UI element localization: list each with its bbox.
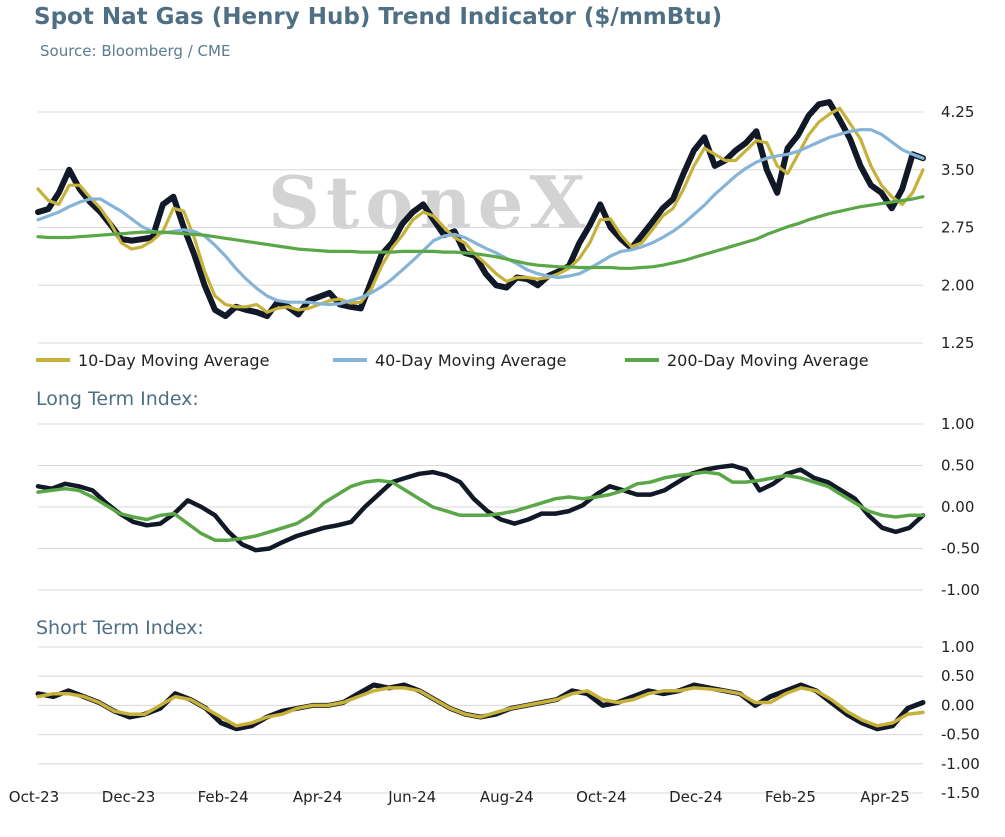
x-tick-label: Dec-24 (669, 788, 723, 806)
legend: 10-Day Moving Average 40-Day Moving Avera… (36, 351, 869, 370)
chart-title: Spot Nat Gas (Henry Hub) Trend Indicator… (34, 4, 723, 30)
y-tick-label: 2.75 (941, 219, 974, 237)
x-tick-label: Apr-24 (293, 788, 343, 806)
series-line (36, 106, 925, 314)
x-tick-label: Oct-24 (576, 788, 626, 806)
legend-label: 200-Day Moving Average (667, 351, 869, 370)
y-tick-label: 2.00 (941, 276, 974, 294)
y-tick-label: -0.50 (941, 726, 980, 744)
legend-label: 40-Day Moving Average (375, 351, 566, 370)
y-tick-label: 4.25 (941, 103, 974, 121)
stonex-watermark: StoneX (268, 160, 591, 245)
x-tick-label: Feb-24 (198, 788, 249, 806)
y-tick-label: -0.50 (941, 540, 980, 558)
short-term-index-title: Short Term Index: (36, 617, 204, 639)
series-line (36, 470, 925, 542)
x-tick-label: Aug-24 (480, 788, 534, 806)
series-line (36, 195, 925, 270)
y-axis-ticks: 4.25 3.50 2.75 2.00 1.25 1.00 0.50 0.00 -0.50 -1.… (941, 103, 980, 802)
legend-label: 10-Day Moving Average (78, 351, 269, 370)
chart-source: Source: Bloomberg / CME (40, 42, 231, 60)
y-tick-label: -1.50 (941, 784, 980, 802)
x-tick-label: Feb-25 (765, 788, 816, 806)
y-tick-label: 0.00 (941, 498, 974, 516)
x-tick-label: Oct-23 (9, 788, 59, 806)
series-line (36, 128, 925, 307)
y-tick-label: 1.00 (941, 638, 974, 656)
series-line (36, 686, 925, 728)
y-tick-label: 1.00 (941, 415, 974, 433)
y-tick-label: 3.50 (941, 161, 974, 179)
y-tick-label: 0.50 (941, 667, 974, 685)
x-axis-ticks: Oct-23 Dec-23 Feb-24 Apr-24 Jun-24 Aug-24 Oct-… (9, 788, 910, 806)
x-tick-label: Dec-23 (102, 788, 156, 806)
series-layer (35, 99, 926, 732)
long-term-index-title: Long Term Index: (36, 388, 199, 410)
y-tick-label: 0.00 (941, 696, 974, 714)
y-tick-label: -1.00 (941, 581, 980, 599)
x-tick-label: Jun-24 (387, 788, 436, 806)
series-line (35, 99, 926, 320)
x-tick-label: Apr-25 (860, 788, 910, 806)
y-tick-label: 0.50 (941, 457, 974, 475)
y-tick-label: -1.00 (941, 755, 980, 773)
series-line (35, 463, 926, 553)
y-tick-label: 1.25 (941, 334, 974, 352)
